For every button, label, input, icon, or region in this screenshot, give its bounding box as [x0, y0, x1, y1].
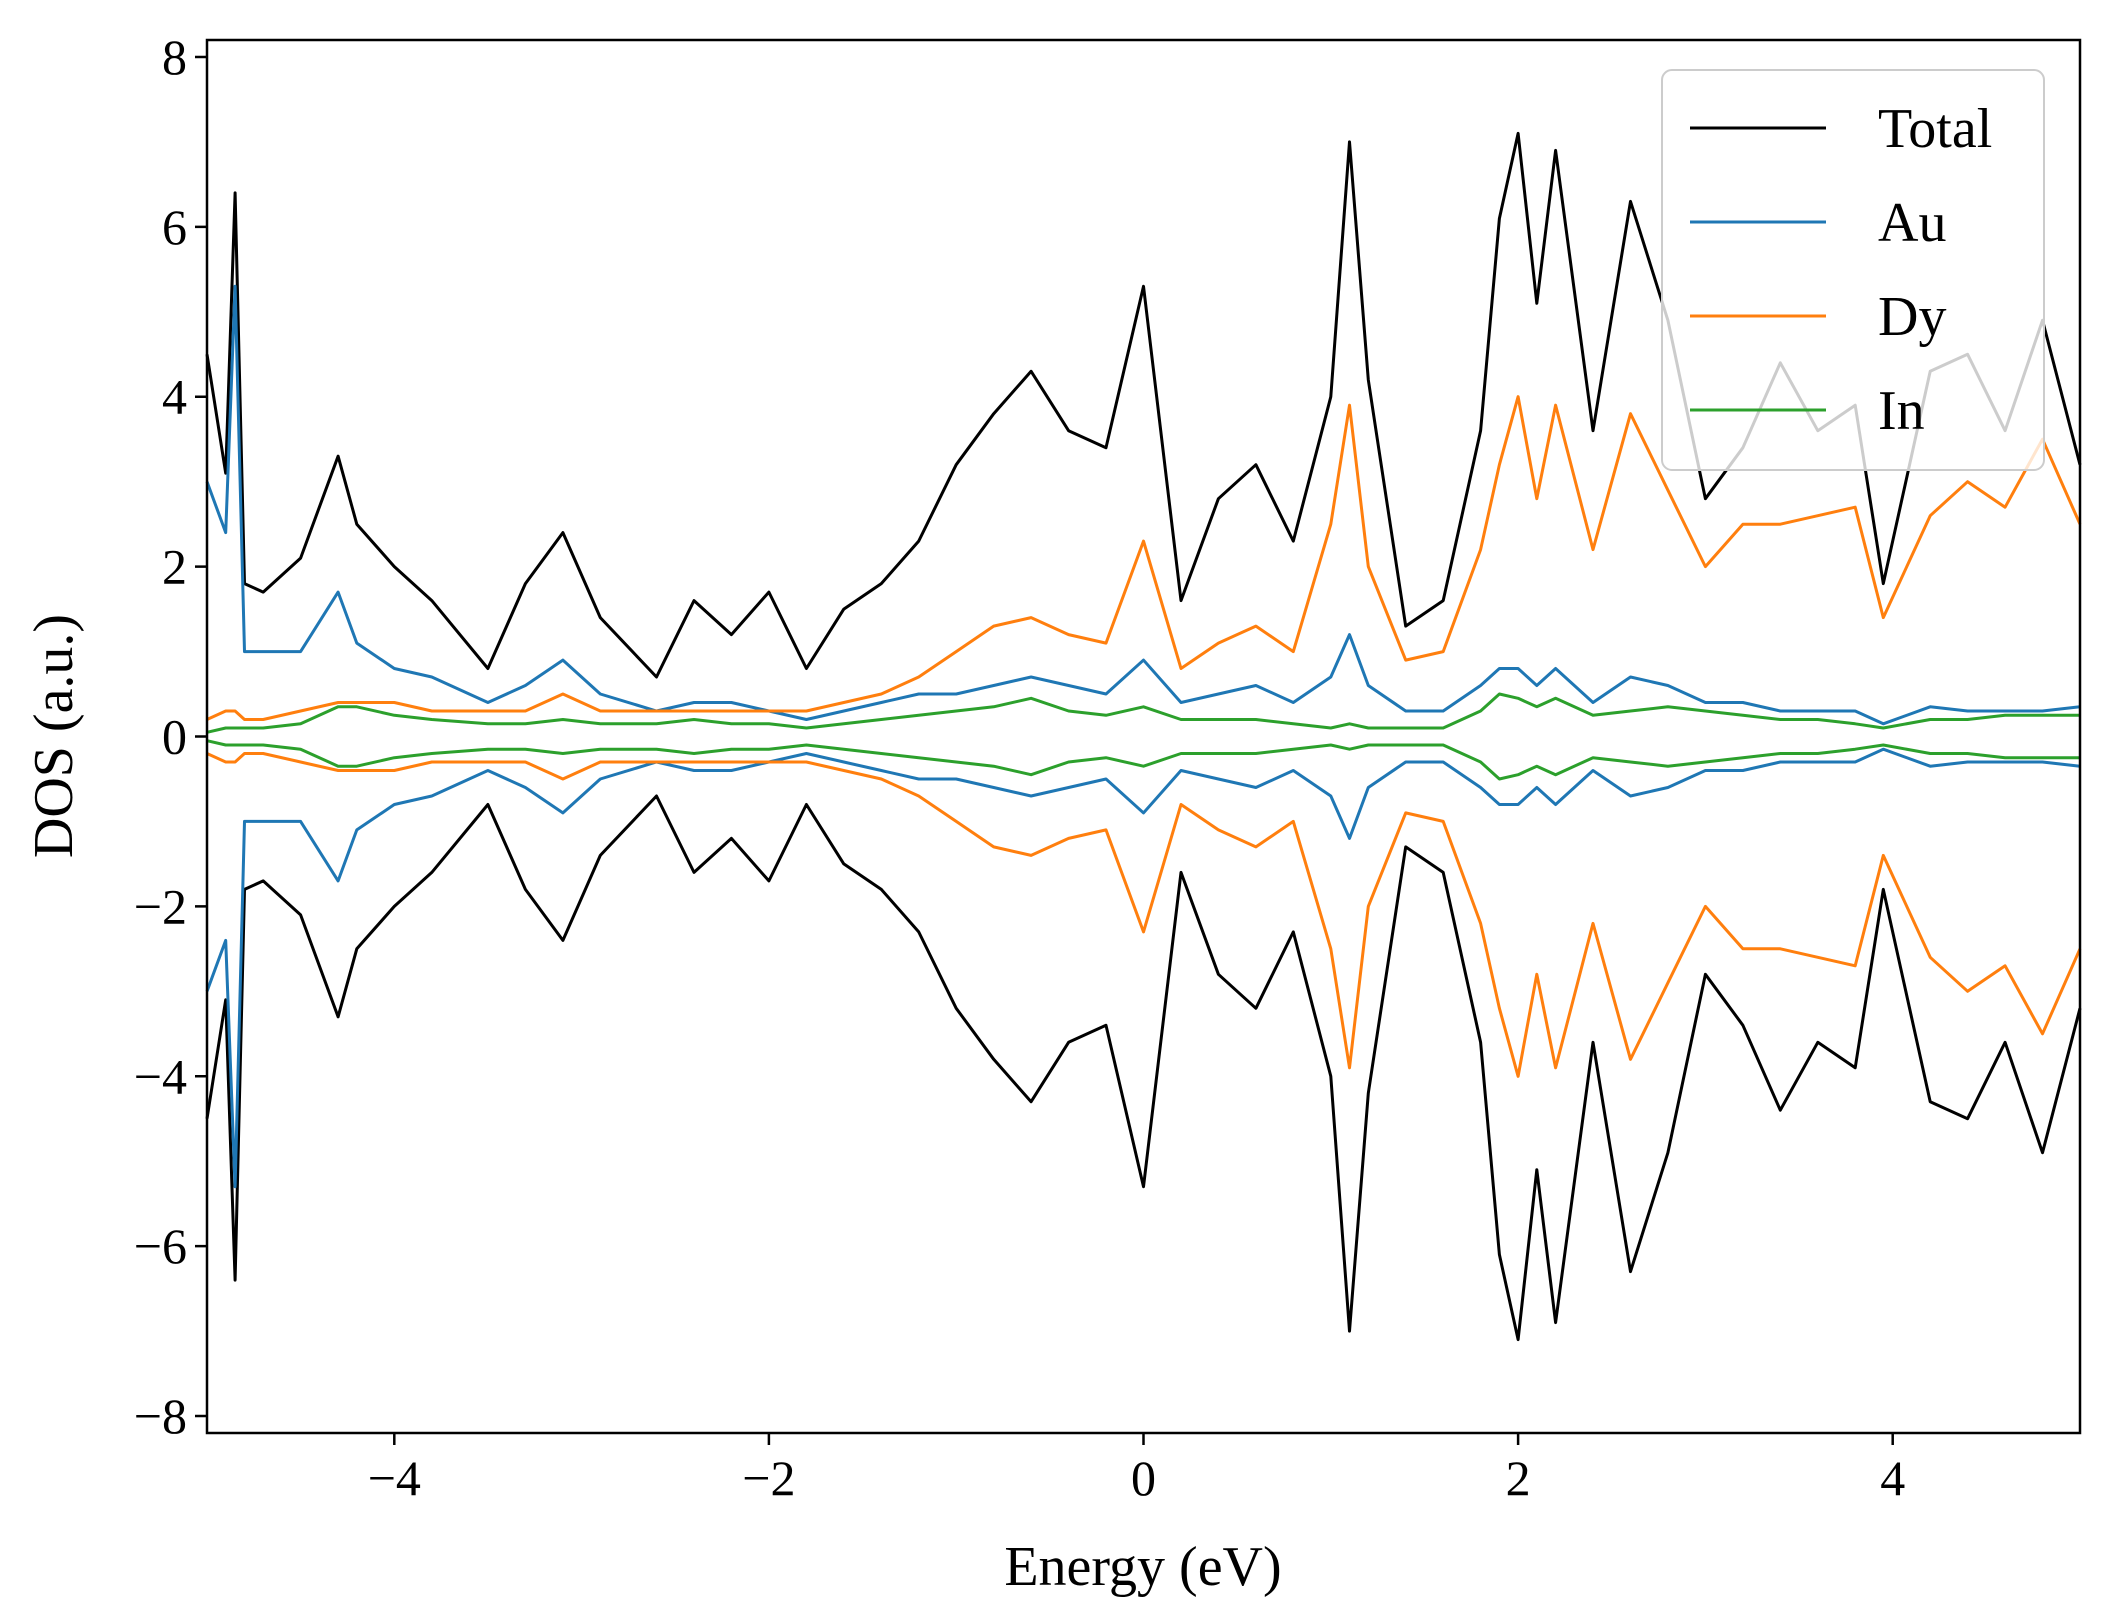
- x-tick-label: 0: [1131, 1450, 1156, 1506]
- series-line-dy-down: [206, 752, 2082, 1078]
- legend-label-au: Au: [1878, 192, 1946, 254]
- y-tick-label: 0: [162, 709, 187, 765]
- x-tick-label: 4: [1880, 1450, 1905, 1506]
- y-tick-label: 2: [162, 539, 187, 595]
- x-tick-label: −4: [368, 1450, 421, 1506]
- y-axis-label: DOS (a.u.): [23, 614, 85, 858]
- legend-label-in: In: [1878, 380, 1925, 442]
- series-line-dy-up: [206, 395, 2082, 721]
- x-tick-label: 2: [1506, 1450, 1531, 1506]
- series-line-in-down: [206, 739, 2080, 781]
- x-axis-ticks: −4 −2 0 2 4: [368, 1433, 1905, 1506]
- series-line-in-up: [206, 692, 2080, 734]
- x-axis-label: Energy (eV): [1004, 1536, 1281, 1598]
- y-tick-label: −6: [134, 1218, 187, 1274]
- x-tick-label: −2: [742, 1450, 795, 1506]
- y-tick-label: 8: [162, 29, 187, 85]
- y-tick-label: −4: [134, 1048, 187, 1104]
- legend-label-total: Total: [1878, 98, 1992, 160]
- legend-label-dy: Dy: [1878, 286, 1946, 348]
- y-tick-label: 4: [162, 369, 187, 425]
- y-tick-label: −8: [134, 1388, 187, 1444]
- series-layer: [205, 131, 2082, 1342]
- series-line-total-down: [205, 794, 2082, 1342]
- legend-box: [1661, 69, 2045, 471]
- y-tick-label: −2: [134, 878, 187, 934]
- series-line-au-up: [205, 284, 2081, 726]
- y-tick-label: 6: [162, 199, 187, 255]
- y-axis-ticks: −8 −6 −4 −2 0 2 4 6 8: [134, 29, 207, 1444]
- legend: Total Au Dy In: [1661, 69, 2045, 471]
- series-line-au-down: [205, 747, 2081, 1189]
